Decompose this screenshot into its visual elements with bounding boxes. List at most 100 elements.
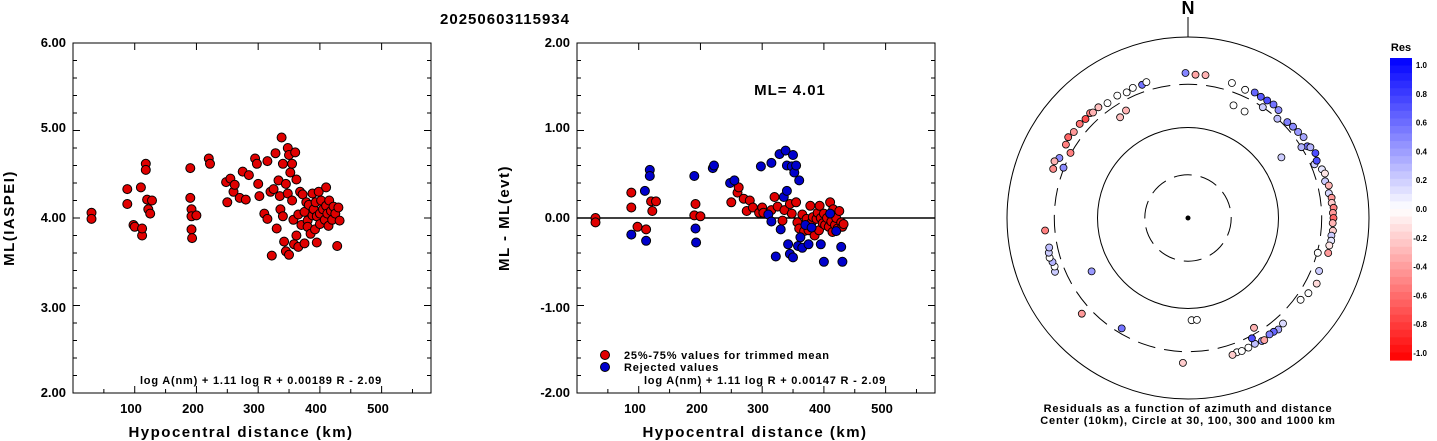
data-point [766,157,777,168]
colorbar-segment [1390,110,1412,119]
data-point [262,213,273,224]
data-point [626,187,637,198]
colorbar-segment [1390,239,1412,248]
colorbar-segment [1390,269,1412,278]
distance-rings [1006,36,1370,400]
distance-ring [1006,36,1370,400]
colorbar-segment [1390,337,1412,346]
station-residual [1297,143,1306,152]
colorbar: 1.0 0.8 0.6 0.4 0.2 0.0 -0.2 -0.4 -0.6 -0.8 -1.0 [1390,58,1428,361]
data-point [803,239,814,250]
data-point [825,208,836,219]
station-residual [1181,69,1190,77]
panel1-x-tick: 200 [182,401,204,416]
data-point [186,224,197,235]
data-point [691,237,702,248]
data-point [254,191,265,202]
colorbar-segment [1390,80,1412,89]
station-residual [1045,243,1054,252]
panel2-x-tick: 200 [686,401,708,416]
colorbar-segment [1390,201,1412,210]
colorbar-segment [1390,58,1412,67]
colorbar-tick-label: 1.0 [1416,61,1428,70]
data-point [334,215,345,226]
station-residual [1313,248,1322,257]
colorbar-tick-label: 0.4 [1416,147,1428,156]
panel-residual-vs-distance: 100 200 300 400 500 -2.00 -1.00 0.00 1.0… [496,35,936,441]
station-residual [1193,315,1201,324]
data-point [271,223,282,234]
colorbar-tick-label: -1.0 [1413,349,1427,358]
colorbar-segment [1390,299,1412,308]
data-point [729,175,740,186]
data-point [332,241,343,251]
station-residual [1274,106,1283,114]
colorbar-segment [1390,246,1412,255]
data-point [333,202,344,213]
panel2-y-axis-label: ML - ML(evt) [496,165,513,271]
colorbar-segment [1390,284,1412,293]
station-residual [1201,71,1210,79]
data-point [834,206,845,216]
data-point [270,148,281,159]
data-point [277,211,288,222]
station-residual [1244,343,1253,352]
data-point [86,213,97,224]
station-residual [1248,334,1256,343]
panel2-y-tick: -1.00 [540,300,570,315]
panel1-formula: log A(nm) + 1.11 log R + 0.00189 R - 2.0… [140,375,382,387]
colorbar-segment [1390,344,1412,354]
magnitude-annotation: ML= 4.01 [754,82,826,99]
station-residual [1075,120,1084,128]
station-residual [1087,267,1096,276]
data-point [122,199,133,209]
panel2-y-tick: 1.00 [545,120,570,135]
panel2-y-tick: -2.00 [540,385,570,400]
data-point [690,223,701,234]
panel1-ticks [73,42,431,394]
station-residual [1050,157,1059,166]
polar-caption-line1: Residuals as a function of azimuth and d… [1044,403,1333,415]
data-point [647,206,658,216]
station-residual [1041,226,1049,235]
panel1-x-tick: 500 [367,401,389,416]
data-point [229,179,240,190]
data-point [695,211,706,222]
distance-ring [1097,127,1279,309]
station-residual [1328,219,1337,228]
data-point [251,158,262,169]
panel1-y-tick: 6.00 [41,35,66,50]
colorbar-tick-label: -0.6 [1413,291,1427,300]
data-point [140,164,151,175]
data-point [766,216,777,227]
colorbar-segment [1390,88,1412,97]
colorbar-segment [1390,254,1412,263]
north-label: N [1182,0,1195,18]
colorbar-segment [1390,292,1412,301]
colorbar-segment [1390,307,1412,316]
panel1-y-axis-label: ML(IASPEI) [1,170,18,266]
data-point [287,158,298,169]
data-point [266,250,277,261]
data-point [788,150,798,160]
data-point [805,200,816,211]
colorbar-segment [1390,141,1412,150]
data-point [815,239,826,250]
station-residual [1304,289,1313,298]
legend-label-trimmed: 25%-75% values for trimmed mean [624,350,830,362]
data-point [262,156,273,167]
colorbar-tick-label: 0.8 [1416,90,1428,99]
data-point [253,178,264,189]
colorbar-segment [1390,329,1412,338]
colorbar-segment [1390,95,1412,104]
panel1-x-tick: 300 [243,401,265,416]
data-point [284,249,294,260]
legend-marker-trimmed [600,350,610,360]
data-point [639,185,650,196]
panel1-x-tick: 100 [120,401,142,416]
data-point [290,147,301,158]
distance-ring [1053,83,1323,353]
colorbar-segment [1390,73,1412,82]
data-point [287,195,298,206]
distance-ring [1144,174,1232,262]
